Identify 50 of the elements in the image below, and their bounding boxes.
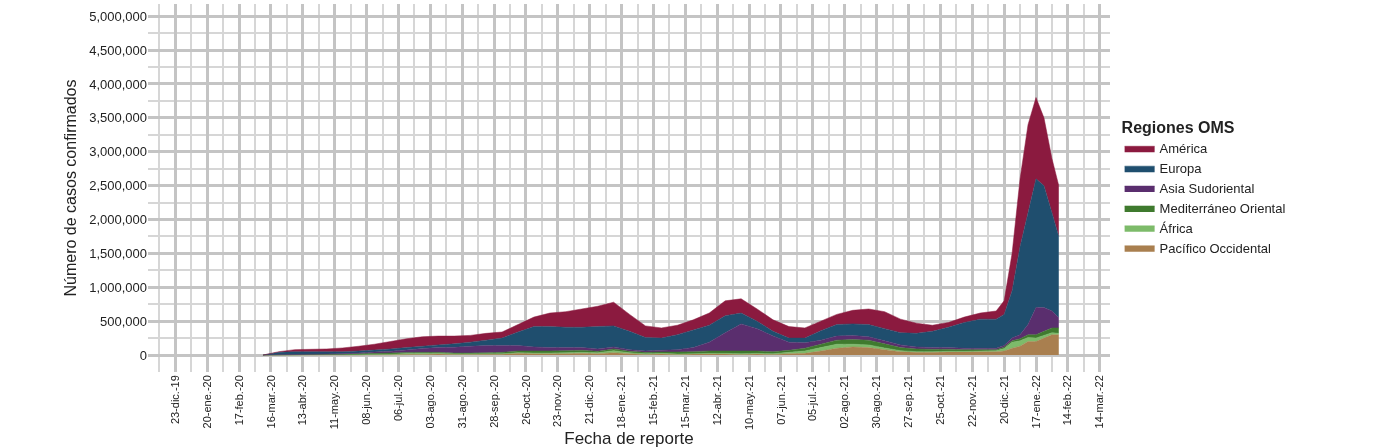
x-tick-label: 02-ago.-21 [838, 375, 851, 429]
x-tick-label: 18-ene.-21 [615, 375, 628, 429]
y-tick-label: 2,500,000 [89, 178, 147, 194]
legend-label: Asia Sudoriental [1159, 181, 1255, 197]
x-tick-label: 08-jun.-20 [360, 375, 373, 425]
x-tick-label: 25-oct.-21 [933, 375, 946, 425]
x-tick-label: 22-nov.-21 [965, 375, 978, 427]
x-tick-label: 23-nov.-20 [551, 375, 564, 427]
x-tick-label: 06-jul.-20 [392, 375, 405, 422]
x-axis-title: Fecha de reporte [564, 429, 694, 448]
legend-label: Europa [1159, 161, 1203, 177]
y-tick-label: 2,000,000 [89, 212, 147, 228]
x-tick-label: 20-ene.-20 [200, 375, 213, 429]
x-tick-label: 20-dic.-21 [997, 375, 1010, 425]
x-tick-label: 14-feb.-22 [1061, 375, 1074, 426]
x-tick-label: 28-sep.-20 [487, 375, 500, 428]
x-tick-label: 13-abr.-20 [296, 375, 309, 426]
x-tick-label: 12-abr.-21 [710, 375, 723, 426]
x-tick-label: 15-mar.-21 [678, 375, 691, 429]
y-tick-label: 500,000 [100, 313, 147, 329]
x-tick-label: 15-feb.-21 [647, 375, 660, 426]
x-tick-label: 30-ago.-21 [870, 375, 883, 429]
legend-label: Mediterráneo Oriental [1159, 201, 1286, 217]
legend-label: América [1159, 141, 1209, 157]
legend-label: Pacífico Occidental [1159, 240, 1272, 256]
x-tick-label: 23-dic.-19 [168, 375, 181, 425]
legend-label: África [1159, 220, 1194, 236]
y-tick-label: 1,000,000 [89, 279, 147, 295]
y-tick-label: 5,000,000 [89, 8, 147, 24]
x-tick-label: 03-ago.-20 [423, 375, 436, 429]
y-tick-label: 0 [139, 347, 147, 363]
x-tick-label: 27-sep.-21 [902, 375, 915, 428]
x-tick-label: 31-ago.-20 [455, 375, 468, 429]
y-axis-title: Número de casos confirmados [62, 79, 80, 297]
x-tick-label: 16-mar.-20 [264, 375, 277, 429]
x-tick-label: 10-may.-21 [742, 375, 755, 431]
x-tick-label: 14-mar.-22 [1093, 375, 1106, 429]
x-tick-label: 05-jul.-21 [806, 375, 819, 422]
x-tick-label: 17-feb.-20 [232, 375, 245, 426]
y-tick-label: 1,500,000 [89, 245, 147, 261]
x-tick-label: 17-ene.-22 [1029, 375, 1042, 429]
x-tick-label: 26-oct.-20 [519, 375, 532, 425]
x-tick-label: 11-may.-20 [328, 375, 341, 430]
y-tick-label: 4,000,000 [89, 76, 147, 92]
y-tick-label: 4,500,000 [89, 42, 147, 58]
x-tick-label: 21-dic.-20 [583, 375, 596, 425]
y-tick-label: 3,500,000 [89, 110, 147, 126]
y-tick-label: 3,000,000 [89, 144, 147, 160]
x-tick-label: 07-jun.-21 [774, 375, 787, 425]
legend-title: Regiones OMS [1121, 119, 1235, 137]
